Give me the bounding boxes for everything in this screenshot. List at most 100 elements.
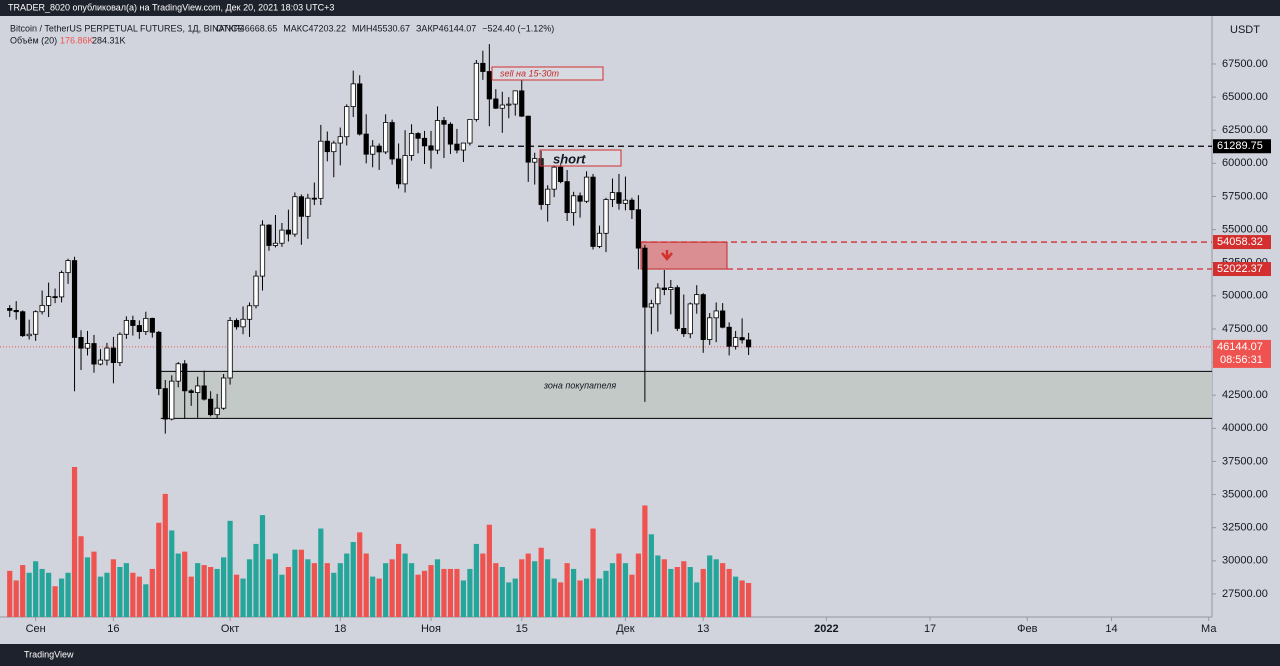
candle-body <box>421 137 428 147</box>
volume-bar <box>733 576 739 617</box>
candle-body <box>227 320 233 379</box>
volume-bar <box>460 580 467 617</box>
candle-body <box>363 133 369 155</box>
candle-body <box>512 90 518 105</box>
currency: USDT <box>1230 24 1260 36</box>
candle-body <box>545 188 551 205</box>
volume-bar <box>130 572 136 617</box>
volume-bar <box>253 543 259 617</box>
volume-bar <box>7 570 13 617</box>
x-tick-label: 17 <box>924 623 936 635</box>
candle-body <box>52 296 58 299</box>
candle-body <box>590 176 596 247</box>
x-tick-label: Ноя <box>421 623 441 635</box>
volume-bar <box>512 578 518 617</box>
candle-body <box>214 407 220 416</box>
candle-body <box>33 311 39 335</box>
candle-body <box>208 398 214 416</box>
candle-body <box>285 229 292 235</box>
candle-body <box>745 339 752 348</box>
candle-body <box>720 310 726 328</box>
candle-body <box>713 310 719 319</box>
volume-bar <box>58 578 65 617</box>
price-label: 54058.32 <box>1217 236 1263 248</box>
volume-bar <box>707 555 713 617</box>
volume-bar <box>609 563 616 617</box>
candle-body <box>233 320 240 328</box>
volume-bar <box>233 574 240 617</box>
candle-body <box>26 333 32 337</box>
candle-body <box>707 317 713 340</box>
volume-bar <box>162 493 168 617</box>
annotation: sell на 15-30m <box>500 68 559 78</box>
volume-bar <box>499 567 505 617</box>
volume-bar <box>221 557 227 617</box>
candle-body <box>564 181 570 214</box>
volume-bar <box>726 568 732 617</box>
footer-bar <box>0 644 1280 666</box>
candle-body <box>149 317 155 333</box>
volume-bar <box>454 568 460 617</box>
volume-bar <box>681 561 687 617</box>
candle-body <box>298 196 304 217</box>
buyer-zone <box>160 371 1212 419</box>
x-tick-label: 13 <box>697 623 709 635</box>
volume-bar <box>402 553 408 617</box>
volume-bar <box>629 574 635 617</box>
volume-bar <box>635 553 642 617</box>
candle-body <box>694 294 700 305</box>
volume-bar <box>227 520 233 617</box>
volume-bar <box>700 568 706 617</box>
volume-bar <box>311 563 317 617</box>
volume-bar <box>259 515 266 617</box>
candle-body <box>661 287 667 291</box>
candle-body <box>622 199 629 204</box>
x-tick-label: 16 <box>107 623 119 635</box>
volume-bar <box>175 553 181 617</box>
candle-body <box>240 318 246 328</box>
candle-body <box>447 123 454 145</box>
candle-body <box>110 347 117 364</box>
volume-bar <box>525 553 531 617</box>
volume-bar <box>590 528 596 617</box>
candle-body <box>324 140 330 153</box>
volume-bar <box>272 553 279 617</box>
y-tick-label: 50000.00 <box>1222 290 1268 302</box>
volume-bar <box>266 559 272 617</box>
volume-bar <box>674 567 680 617</box>
legend-title: Bitcoin / TetherUS PERPETUAL FUTURES, 1Д… <box>10 23 244 33</box>
volume-bar <box>363 553 369 617</box>
y-tick-label: 67500.00 <box>1222 58 1268 70</box>
candle-body <box>609 192 616 200</box>
x-tick-label: 15 <box>516 623 528 635</box>
publisher: TRADER_8020 опубликовал(а) на TradingVie… <box>8 2 334 12</box>
candle-body <box>538 158 544 205</box>
volume-bar <box>337 563 343 617</box>
arrow-down <box>661 250 673 261</box>
volume-bar <box>577 580 583 617</box>
volume-bar <box>246 559 253 617</box>
volume-bar <box>117 567 123 617</box>
x-tick-label: 18 <box>334 623 346 635</box>
volume-bar <box>305 559 311 617</box>
candle-body <box>143 317 149 333</box>
candle-body <box>46 296 52 306</box>
y-tick-label: 40000.00 <box>1222 422 1268 434</box>
candle-body <box>58 272 65 298</box>
volume-bar <box>26 572 32 617</box>
candle-body <box>655 287 661 305</box>
x-tick-label: 2022 <box>814 623 838 635</box>
volume-bar <box>298 549 304 617</box>
volume-bar <box>104 572 110 617</box>
candle-body <box>577 195 583 202</box>
candle-body <box>272 242 279 246</box>
volume-bar <box>91 551 97 617</box>
volume-bar <box>52 586 58 617</box>
volume-bar <box>46 572 52 617</box>
legend-ohlc: МИН45530.67 <box>352 23 410 33</box>
candle-body <box>292 196 298 235</box>
volume-bar <box>110 559 117 617</box>
candle-body <box>383 122 389 153</box>
